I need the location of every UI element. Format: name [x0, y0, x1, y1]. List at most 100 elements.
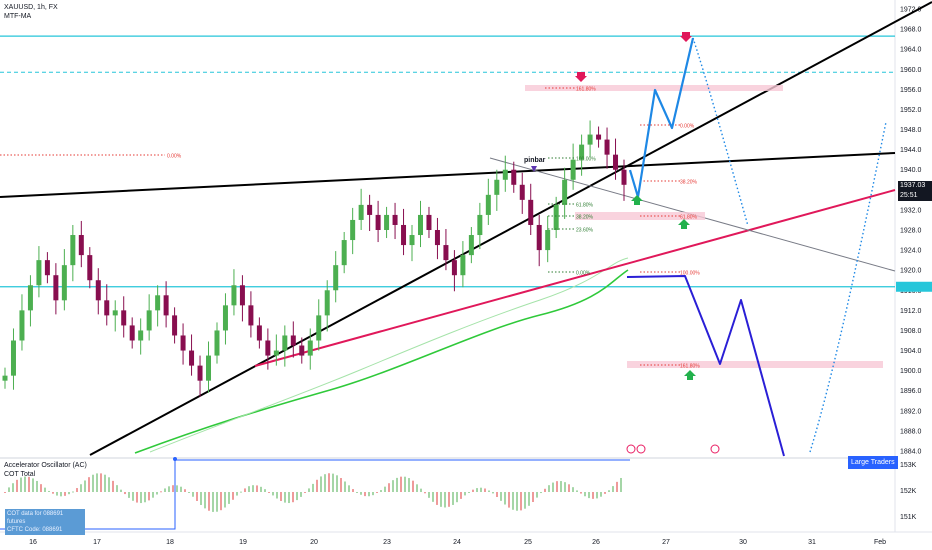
buy-arrow-icon [684, 370, 696, 380]
oscillator-bar [236, 492, 238, 496]
oscillator-bar [48, 490, 50, 492]
candle-body [282, 335, 288, 351]
candle-body [468, 235, 474, 256]
candle-body [401, 224, 407, 246]
date-tick-label: 31 [808, 539, 816, 546]
fib-0-label: 0.00% [680, 124, 695, 130]
oscillator-bar [176, 485, 178, 492]
candle-body [248, 305, 254, 326]
oscillator-bar [524, 492, 526, 509]
oscillator-bar [292, 492, 294, 503]
candle-body [451, 260, 457, 276]
oscillator-bar [372, 492, 374, 496]
candle [443, 228, 449, 271]
oscillator-bar [424, 492, 426, 494]
candle [155, 285, 161, 327]
candle [392, 202, 398, 240]
candle-body [621, 169, 627, 185]
large-traders-badge[interactable]: Large Traders [848, 456, 898, 469]
oscillator-bar [536, 492, 538, 498]
date-tick-label: 24 [453, 539, 461, 546]
moving-average-slow [149, 257, 629, 453]
oscillator-bar [380, 490, 382, 492]
candle [426, 206, 432, 239]
candle-body [316, 315, 322, 341]
price-tick-label: 1920.0 [900, 268, 922, 275]
oscillator-bar [388, 483, 390, 492]
candle-body [70, 235, 76, 266]
symbol-title: XAUUSD, 1h, FX [4, 4, 58, 11]
candle [87, 247, 93, 289]
oscillator-bar [268, 492, 270, 493]
oscillator-bar [164, 488, 166, 492]
oscillator-bar [540, 492, 542, 494]
candle-body [299, 345, 305, 356]
candle [172, 307, 178, 344]
price-tick-label: 1928.0 [900, 228, 922, 235]
oscillator-bar [16, 479, 18, 492]
oscillator-bar [580, 492, 582, 494]
oscillator-bar [112, 480, 114, 492]
candle [129, 317, 135, 349]
candle-body [155, 295, 161, 311]
candle-body [231, 285, 237, 306]
symbol-label: XAUUSD, 1h, FX MTF-MA [4, 3, 58, 21]
oscillator-bar [196, 492, 198, 501]
oscillator-bar [304, 492, 306, 493]
candle-body [511, 169, 517, 185]
cot-note-line-2: CFTC Code: 088691 [7, 527, 63, 533]
candle-body [112, 310, 118, 316]
oscillator-bar [448, 492, 450, 507]
indicator-name: MTF-MA [4, 13, 32, 20]
cot-note-line-1: COT data for 088691 futures [7, 511, 64, 525]
fib-382-a-label: 38.20% [576, 215, 594, 221]
candle [112, 300, 118, 332]
trendline-red [254, 189, 896, 367]
candle [494, 169, 500, 211]
oscillator-bar [168, 486, 170, 492]
bar-countdown: 25:51 [900, 192, 918, 199]
oscillator-bar [548, 485, 550, 492]
oscillator-bar [324, 474, 326, 492]
oscillator-bar [444, 492, 446, 508]
oscillator-bar [348, 485, 350, 492]
candle-body [477, 214, 483, 236]
oscillator-bar [484, 488, 486, 492]
oscillator-bar [376, 492, 378, 494]
candle [434, 217, 440, 260]
oscillator-bar [532, 492, 534, 502]
economic-event-icon [636, 444, 646, 454]
candle-body [36, 260, 42, 286]
oscillator-bar [152, 492, 154, 498]
oscillator-bar [608, 490, 610, 492]
level-tag [896, 281, 932, 292]
candle-body [214, 330, 220, 356]
oscillator-bar [188, 492, 190, 493]
candle [2, 367, 8, 389]
candle [375, 200, 381, 243]
candle-body [10, 340, 16, 376]
candle-body [324, 290, 330, 316]
candle [562, 167, 568, 219]
oscillator-bar [320, 476, 322, 492]
oscillator-bar [284, 492, 286, 503]
oscillator-bar [20, 477, 22, 492]
date-tick-label: 30 [739, 539, 747, 546]
oscillator-bar [96, 473, 98, 492]
oscillator-bar [616, 481, 618, 492]
candle [604, 127, 610, 169]
oscillator-bar [340, 478, 342, 492]
candle-body [443, 245, 449, 261]
oscillator-bar [428, 492, 430, 498]
date-tick-label: 16 [29, 539, 37, 546]
candle-body [180, 335, 186, 351]
price-tick-label: 1924.0 [900, 248, 922, 255]
oscillator-bar [308, 488, 310, 492]
price-tick-label: 1908.0 [900, 328, 922, 335]
fib-zone-low [627, 361, 883, 368]
date-axis: 16 17 18 19 20 23 24 25 26 27 30 31 Feb [0, 531, 932, 546]
oscillator-bar [52, 492, 54, 494]
price-tick-label: 1888.0 [900, 428, 922, 435]
price-tick-label: 1912.0 [900, 308, 922, 315]
